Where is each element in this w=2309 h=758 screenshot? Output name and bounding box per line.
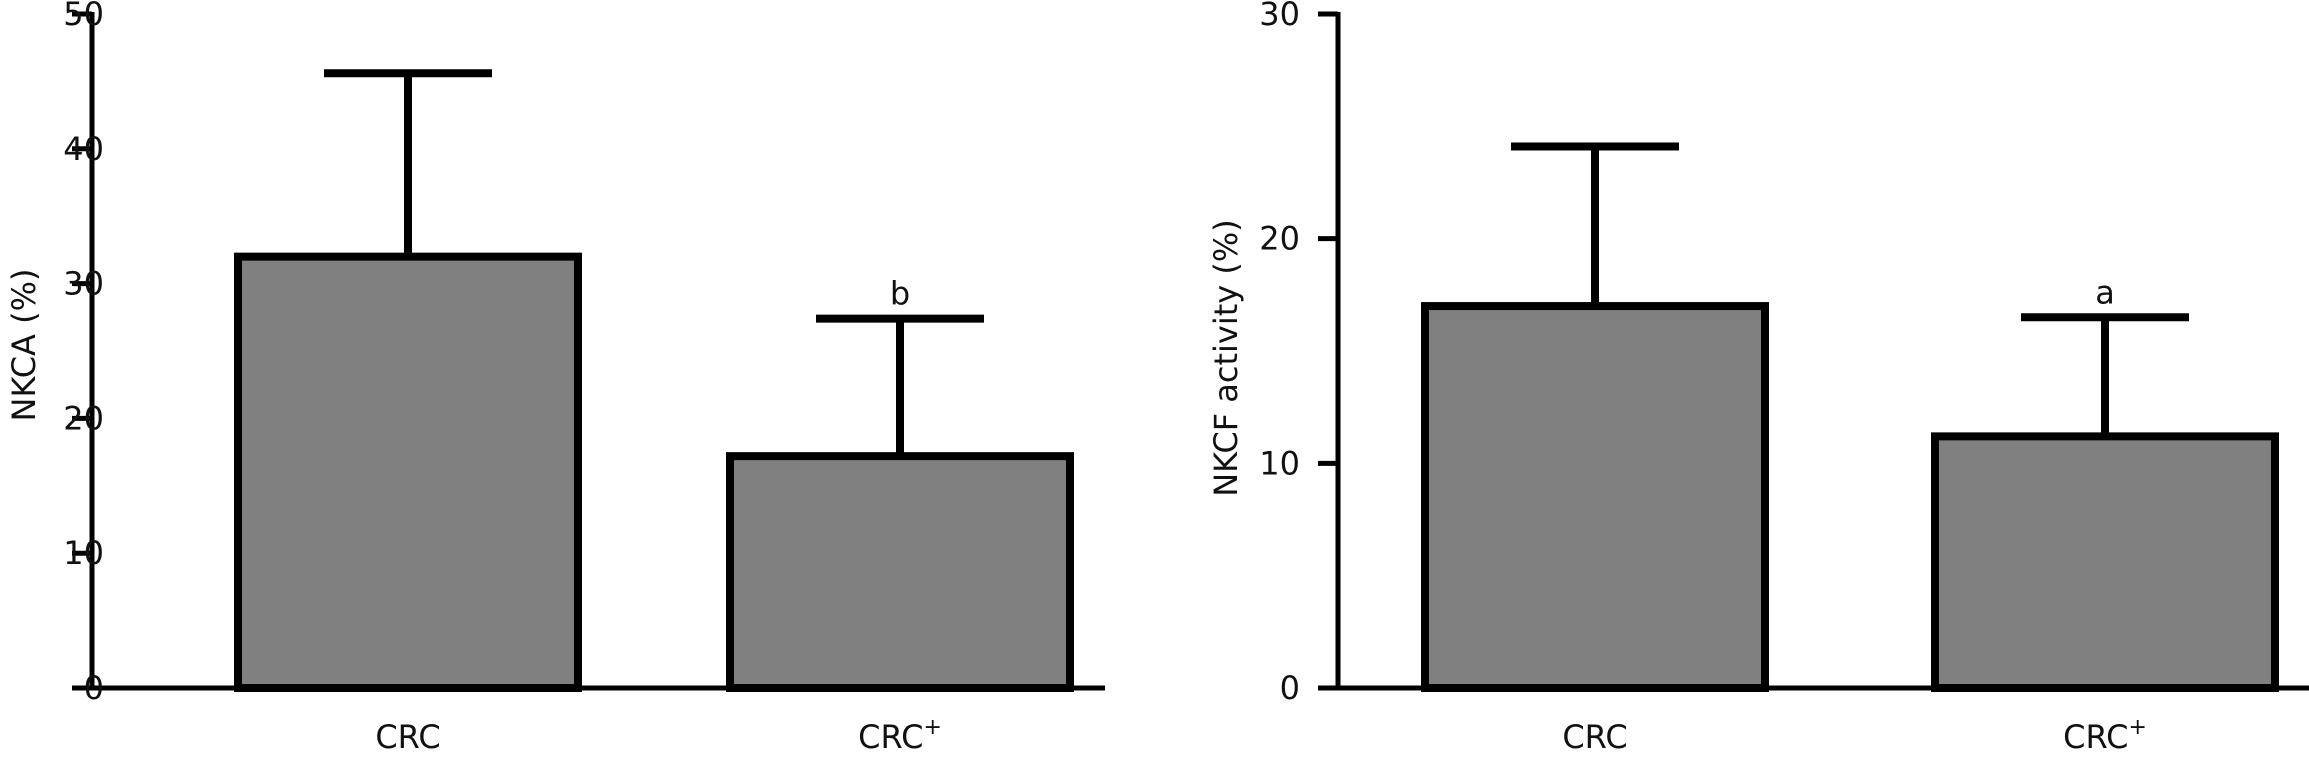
- y-tick-label: 0: [1280, 669, 1300, 707]
- x-tick-label: CRC: [1562, 718, 1627, 756]
- y-tick-label: 10: [63, 534, 104, 572]
- y-tick-label: 30: [63, 265, 104, 303]
- bar-crc-plus: [1931, 432, 2279, 692]
- y-tick-label: 30: [1259, 0, 1300, 33]
- y-tick-label: 10: [1259, 444, 1300, 482]
- y-tick-label: 20: [63, 399, 104, 437]
- y-tick-label: 40: [63, 130, 104, 168]
- y-tick-label: 20: [1259, 220, 1300, 258]
- bar-crc: [1421, 302, 1769, 692]
- x-tick-label: CRC+: [858, 715, 942, 756]
- bar-crc-plus: [726, 452, 1074, 693]
- x-tick-label: CRC: [375, 718, 440, 756]
- x-tick-label: CRC+: [2063, 715, 2147, 756]
- y-axis-title: NKCF activity (%): [1207, 219, 1245, 497]
- y-tick-label: 50: [63, 0, 104, 33]
- bar-crc: [234, 252, 582, 692]
- chart-nkca: CRC b CRC+ 0 10 20 30 40 50 NKCA (%): [5, 0, 1105, 756]
- y-tick-label: 0: [84, 669, 104, 707]
- significance-label: a: [2095, 273, 2115, 311]
- chart-nkcf-activity: CRC a CRC+ 0 10 20 30 NKCF activity (%): [1207, 0, 2309, 756]
- y-axis-title: NKCA (%): [5, 269, 43, 422]
- significance-label: b: [890, 275, 910, 313]
